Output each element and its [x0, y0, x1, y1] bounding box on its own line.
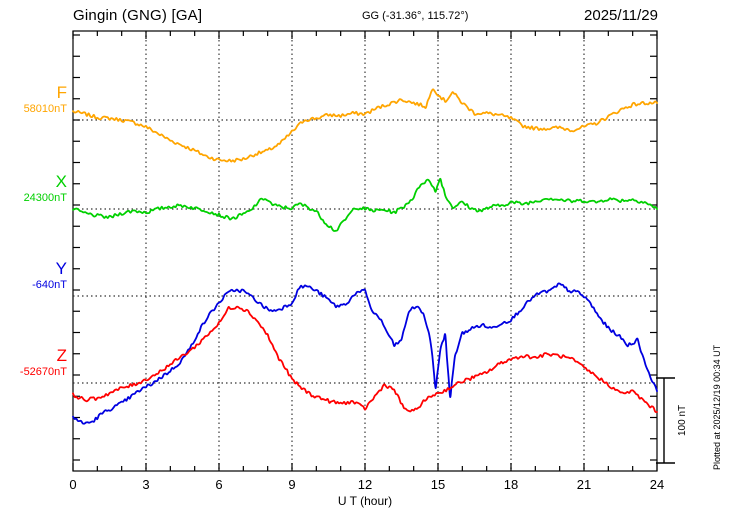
x-tick-label: 18: [503, 477, 519, 492]
component-baseline-Z: -52670nT: [19, 366, 67, 378]
component-name-Y: Y: [55, 259, 67, 278]
x-tick-label: 0: [69, 477, 77, 492]
component-name-Z: Z: [56, 346, 67, 365]
x-axis-title: U T (hour): [337, 494, 393, 508]
observation-date: 2025/11/29: [584, 7, 658, 24]
x-tick-label: 24: [649, 477, 665, 492]
component-label-F: F 58010nT: [24, 84, 67, 115]
component-name-X: X: [55, 172, 67, 191]
component-label-X: X 24300nT: [24, 173, 67, 204]
gridlines: [145, 31, 585, 471]
data-traces: [72, 88, 658, 425]
component-name-F: F: [56, 83, 67, 102]
page-title: Gingin (GNG) [GA]: [73, 7, 203, 24]
x-tick-label: 12: [357, 477, 373, 492]
trace-Z: [72, 305, 658, 414]
scale-bar: [656, 377, 675, 464]
x-tick-label: 21: [576, 477, 592, 492]
component-label-Y: Y -640nT: [32, 260, 67, 291]
x-tick-label: 6: [215, 477, 223, 492]
component-baseline-Y: -640nT: [32, 279, 67, 291]
trace-F: [72, 88, 658, 163]
x-axis-ticks: [72, 31, 658, 471]
x-tick-label: 15: [430, 477, 446, 492]
geographic-coordinates: GG (-31.36°, 115.72°): [362, 10, 469, 22]
x-tick-label: 3: [142, 477, 150, 492]
component-baseline-X: 24300nT: [23, 192, 67, 204]
component-baselines: [73, 119, 657, 384]
plotted-at-label: Plotted at 2025/12/19 00:34 UT: [712, 344, 722, 470]
scale-bar-label: 100 nT: [677, 404, 688, 436]
x-tick-label: 9: [288, 477, 296, 492]
y-axis-ticks: [73, 34, 657, 461]
trace-Y: [72, 282, 658, 425]
component-label-Z: Z -52670nT: [20, 347, 67, 378]
component-baseline-F: 58010nT: [23, 103, 67, 115]
trace-X: [72, 177, 658, 232]
